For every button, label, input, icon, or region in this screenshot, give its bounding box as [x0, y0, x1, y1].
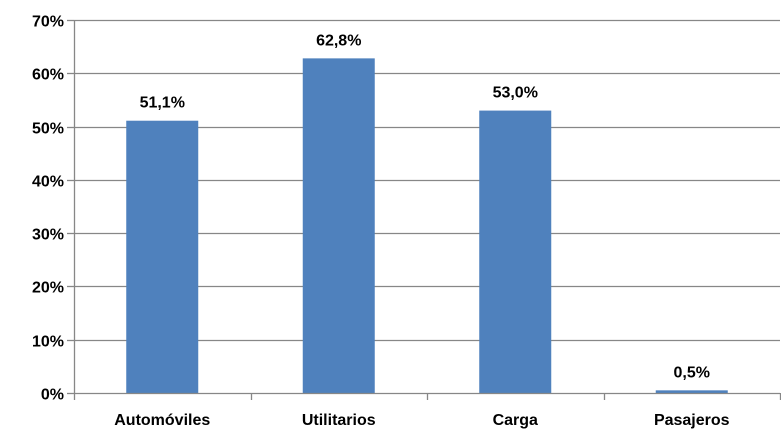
category-labels: Automóviles Utilitarios Carga Pasajeros	[114, 412, 729, 429]
y-tick-label: 0%	[41, 387, 64, 404]
bars	[126, 58, 728, 394]
y-tick-label: 10%	[32, 334, 64, 351]
category-label: Automóviles	[114, 412, 210, 429]
bar-carga	[479, 110, 552, 393]
y-tick-label: 70%	[32, 14, 64, 31]
data-label: 51,1%	[140, 95, 185, 112]
bar-pasajeros	[655, 390, 728, 393]
y-tick-label: 40%	[32, 174, 64, 191]
y-tick-label: 20%	[32, 280, 64, 297]
data-label: 0,5%	[674, 364, 710, 381]
data-label: 53,0%	[493, 85, 538, 102]
bar-automóviles	[126, 120, 199, 394]
category-label: Pasajeros	[654, 412, 730, 429]
data-labels: 51,1% 62,8% 53,0% 0,5%	[140, 32, 710, 381]
bar-utilitarios	[302, 58, 375, 393]
y-tick-label: 30%	[32, 227, 64, 244]
data-label: 62,8%	[316, 32, 361, 49]
category-label: Utilitarios	[302, 412, 376, 429]
y-tick-label: 50%	[32, 121, 64, 138]
y-tick-label: 60%	[32, 67, 64, 84]
category-label: Carga	[493, 412, 538, 429]
y-tick-labels: 0% 10% 20% 30% 40% 50% 60% 70%	[32, 14, 64, 404]
axes	[67, 19, 781, 400]
